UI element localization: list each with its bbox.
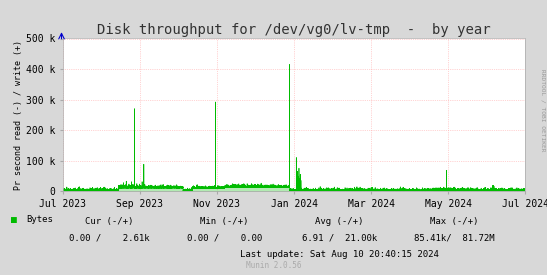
Title: Disk throughput for /dev/vg0/lv-tmp  -  by year: Disk throughput for /dev/vg0/lv-tmp - by… — [97, 23, 491, 37]
Text: Avg (-/+): Avg (-/+) — [315, 217, 363, 226]
Text: Last update: Sat Aug 10 20:40:15 2024: Last update: Sat Aug 10 20:40:15 2024 — [240, 250, 439, 259]
Text: Munin 2.0.56: Munin 2.0.56 — [246, 260, 301, 270]
Text: 85.41k/  81.72M: 85.41k/ 81.72M — [414, 233, 494, 242]
Text: 0.00 /    2.61k: 0.00 / 2.61k — [69, 233, 150, 242]
Text: RRDTOOL / TOBI OETIKER: RRDTOOL / TOBI OETIKER — [541, 69, 546, 151]
Text: Min (-/+): Min (-/+) — [200, 217, 248, 226]
Text: Cur (-/+): Cur (-/+) — [85, 217, 133, 226]
Text: Bytes: Bytes — [26, 216, 53, 224]
Y-axis label: Pr second read (-) / write (+): Pr second read (-) / write (+) — [14, 40, 23, 190]
Text: 0.00 /    0.00: 0.00 / 0.00 — [187, 233, 262, 242]
Text: Max (-/+): Max (-/+) — [430, 217, 478, 226]
Text: 6.91 /  21.00k: 6.91 / 21.00k — [301, 233, 377, 242]
Text: ■: ■ — [11, 215, 17, 225]
